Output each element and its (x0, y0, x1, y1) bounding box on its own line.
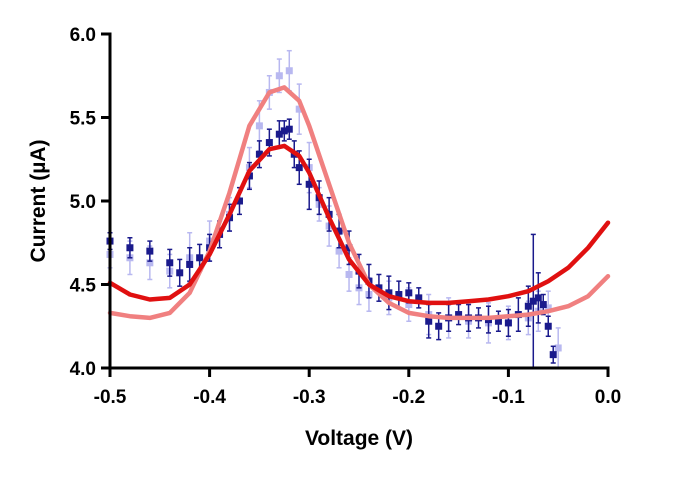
data-point (539, 301, 547, 309)
x-tick-label: -0.5 (94, 387, 127, 408)
data-point (524, 302, 532, 310)
series-2 (107, 85, 611, 321)
data-point (166, 259, 174, 267)
data-point (405, 301, 413, 309)
data-point (275, 130, 283, 138)
data-point (196, 254, 204, 262)
data-point (435, 322, 443, 330)
y-tick-label: 4.0 (70, 359, 96, 380)
data-point (285, 125, 293, 133)
data-point (255, 122, 263, 130)
data-point (494, 317, 502, 325)
fit-line (107, 143, 611, 306)
plot-area (106, 49, 611, 369)
data-point (385, 289, 393, 297)
data-point (455, 311, 463, 319)
x-tick-label: 0.0 (595, 387, 621, 408)
data-point (146, 259, 154, 267)
y-axis-label: Current (µA) (27, 140, 50, 263)
data-point (405, 289, 413, 297)
x-tick-label: -0.3 (293, 387, 326, 408)
data-point (285, 67, 293, 75)
axes: -0.5 -0.4 -0.3 -0.2 -0.1 0.0 4.0 4.5 5.0 5.5 6.0 (70, 25, 622, 408)
y-ticks: 4.0 4.5 5.0 5.5 6.0 (70, 25, 110, 380)
data-point (265, 139, 273, 147)
data-point (544, 322, 552, 330)
series-1 (106, 118, 557, 369)
data-point (235, 197, 243, 205)
y-tick-label: 6.0 (70, 25, 96, 46)
data-point (534, 294, 542, 302)
data-point (395, 291, 403, 299)
data-point (554, 344, 562, 352)
data-point (305, 180, 313, 188)
x-ticks: -0.5 -0.4 -0.3 -0.2 -0.1 0.0 (94, 368, 621, 408)
data-point (126, 244, 134, 252)
y-tick-label: 5.0 (70, 192, 96, 213)
x-tick-label: -0.2 (392, 387, 425, 408)
x-tick-label: -0.4 (193, 387, 226, 408)
data-point (186, 260, 194, 268)
data-point (295, 105, 303, 113)
data-point (280, 127, 288, 135)
x-axis-label: Voltage (V) (305, 427, 413, 450)
data-point (504, 319, 512, 327)
data-point (275, 72, 283, 80)
y-tick-label: 4.5 (70, 276, 97, 297)
data-point (529, 297, 537, 305)
data-point (335, 227, 343, 235)
fit-line (107, 85, 611, 321)
data-point (549, 351, 557, 359)
y-tick-label: 5.5 (70, 109, 97, 130)
data-point (345, 270, 353, 278)
data-point (425, 317, 433, 325)
data-point (335, 247, 343, 255)
data-point (176, 269, 184, 277)
series-0 (106, 49, 562, 369)
data-point (295, 164, 303, 172)
data-point (544, 304, 552, 312)
data-point (146, 247, 154, 255)
series-3 (107, 143, 611, 306)
x-tick-label: -0.1 (492, 387, 525, 408)
data-point (255, 150, 263, 158)
data-point (415, 294, 423, 302)
